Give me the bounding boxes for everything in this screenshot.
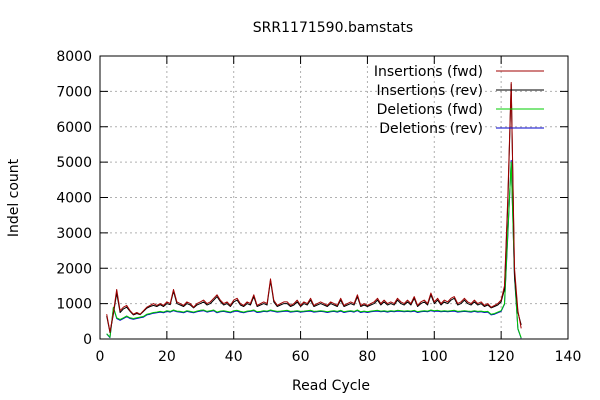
legend-label-deletions-fwd: Deletions (fwd) <box>377 102 483 118</box>
x-tick-label: 120 <box>488 349 515 365</box>
legend-label-insertions-fwd: Insertions (fwd) <box>374 64 483 80</box>
y-tick-label: 6000 <box>56 120 92 136</box>
legend-label-deletions-rev: Deletions (rev) <box>379 121 483 137</box>
axis-ticks: 0 1000 2000 3000 4000 5000 6000 7000 8000 0 20 40 60… <box>56 49 581 365</box>
x-tick-label: 20 <box>158 349 176 365</box>
y-tick-label: 5000 <box>56 155 92 171</box>
legend-label-insertions-rev: Insertions (rev) <box>377 83 484 99</box>
x-tick-label: 140 <box>555 349 582 365</box>
x-axis-label: Read Cycle <box>292 378 370 394</box>
legend: Insertions (fwd) Insertions (rev) Deletion… <box>374 64 544 137</box>
grid <box>100 56 568 339</box>
x-tick-label: 60 <box>292 349 310 365</box>
x-tick-label: 0 <box>96 349 105 365</box>
x-tick-label: 100 <box>421 349 448 365</box>
y-tick-label: 1000 <box>56 297 92 313</box>
chart-title: SRR1171590.bamstats <box>253 20 413 36</box>
y-tick-label: 2000 <box>56 261 92 277</box>
series-line-deletions-rev <box>106 159 522 339</box>
series-line-deletions-fwd <box>106 161 522 339</box>
y-tick-label: 4000 <box>56 191 92 207</box>
y-tick-label: 7000 <box>56 84 92 100</box>
y-tick-label: 3000 <box>56 226 92 242</box>
y-tick-label: 8000 <box>56 49 92 65</box>
series-line-insertions-fwd <box>106 82 522 333</box>
x-tick-label: 40 <box>225 349 243 365</box>
y-tick-label: 0 <box>83 332 92 348</box>
x-tick-label: 80 <box>359 349 377 365</box>
series-lines <box>106 82 522 339</box>
y-axis-label: Indel count <box>6 158 22 237</box>
